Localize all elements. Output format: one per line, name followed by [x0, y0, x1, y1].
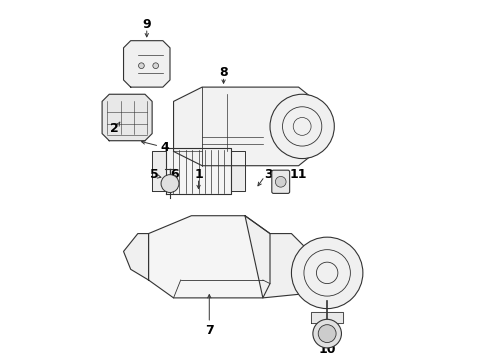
Text: 3: 3 [264, 168, 272, 181]
Polygon shape [167, 148, 231, 194]
Text: 8: 8 [219, 66, 228, 79]
Text: 5: 5 [149, 168, 158, 181]
Polygon shape [173, 87, 317, 166]
Polygon shape [102, 94, 152, 141]
Circle shape [313, 319, 342, 348]
Circle shape [153, 63, 159, 68]
Circle shape [270, 94, 334, 158]
Polygon shape [245, 216, 309, 298]
Text: 11: 11 [290, 168, 307, 181]
Polygon shape [152, 152, 167, 191]
Polygon shape [123, 41, 170, 87]
Circle shape [318, 325, 336, 342]
Text: 6: 6 [170, 168, 178, 181]
Text: 7: 7 [205, 324, 214, 337]
Polygon shape [311, 312, 343, 323]
Text: 2: 2 [110, 122, 119, 135]
Text: 1: 1 [194, 168, 203, 181]
Circle shape [292, 237, 363, 309]
Text: 4: 4 [160, 141, 169, 154]
Polygon shape [123, 234, 148, 280]
Circle shape [139, 63, 144, 68]
Polygon shape [231, 152, 245, 191]
Circle shape [275, 176, 286, 187]
Text: 10: 10 [318, 343, 336, 356]
Polygon shape [148, 216, 270, 298]
Text: 9: 9 [143, 18, 151, 31]
Circle shape [161, 175, 179, 193]
FancyBboxPatch shape [272, 170, 290, 193]
